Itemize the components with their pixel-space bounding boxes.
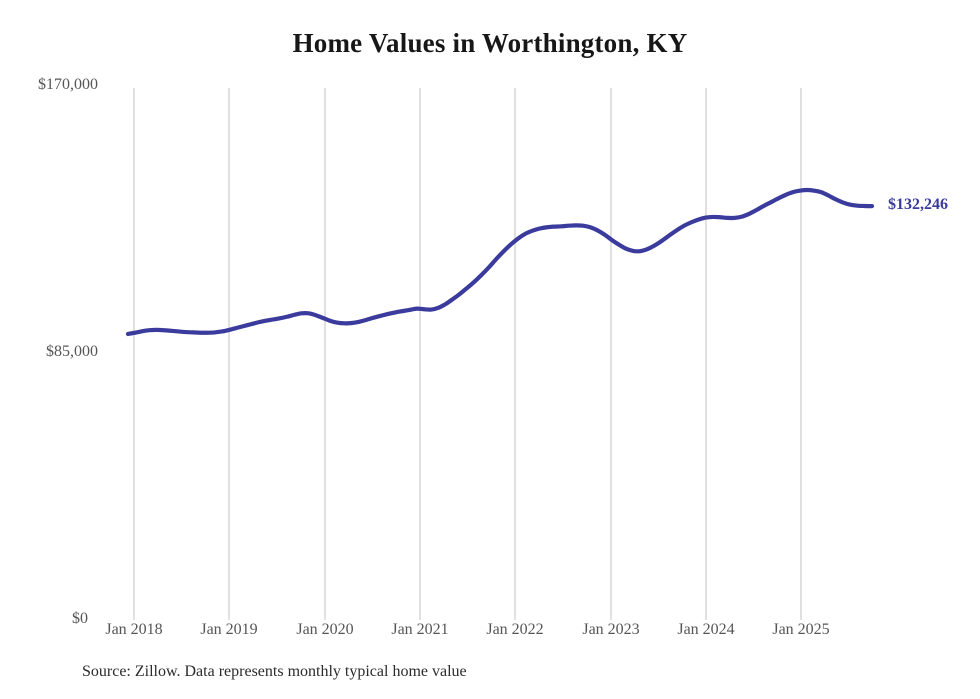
x-axis-tick-label-jan-2024: Jan 2024 xyxy=(677,621,735,638)
y-axis-tick-label-zero: $0 xyxy=(72,610,88,627)
series-line-typical-home-value xyxy=(125,187,875,337)
x-axis-tick-label-jan-2023: Jan 2023 xyxy=(582,621,640,638)
x-axis-tick-label-jan-2022: Jan 2022 xyxy=(486,621,544,638)
source-note: Source: Zillow. Data represents monthly … xyxy=(82,663,467,680)
x-axis-tick-label-jan-2021: Jan 2021 xyxy=(391,621,449,638)
x-axis-tick-label-jan-2019: Jan 2019 xyxy=(200,621,258,638)
y-axis-tick-label-middle: $85,000 xyxy=(46,343,98,360)
x-axis-tick-label-jan-2025: Jan 2025 xyxy=(772,621,830,638)
x-axis-tick-label-jan-2018: Jan 2018 xyxy=(105,621,163,638)
x-axis-tick-label-jan-2020: Jan 2020 xyxy=(296,621,354,638)
y-axis-tick-label-top: $170,000 xyxy=(38,76,98,93)
end-value-label: $132,246 xyxy=(888,196,948,214)
chart-title: Home Values in Worthington, KY xyxy=(292,28,688,58)
gridlines xyxy=(133,88,802,620)
